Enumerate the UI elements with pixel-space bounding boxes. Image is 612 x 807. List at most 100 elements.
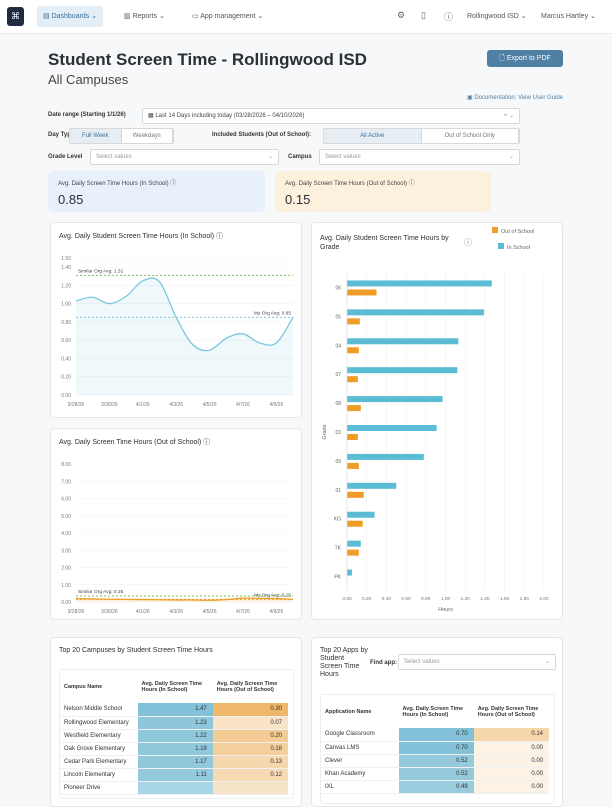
table-row[interactable]: Cedar Park Elementary 1.17 0.13 bbox=[60, 755, 288, 769]
info-icon[interactable]: ⓘ bbox=[170, 181, 177, 187]
y-tick-label: 03 bbox=[335, 430, 341, 436]
table-row[interactable]: IXL 0.49 0.00 bbox=[321, 780, 549, 794]
info-icon[interactable]: ⓘ bbox=[203, 439, 211, 446]
in-school-cell: 1.23 bbox=[137, 716, 213, 730]
day-type-weekdays[interactable]: Weekdays bbox=[122, 129, 173, 143]
y-tick-label: 2.00 bbox=[61, 566, 71, 572]
campus-select[interactable]: Select values ⌄ bbox=[319, 149, 520, 165]
info-icon[interactable]: ⓘ bbox=[216, 233, 224, 240]
in-school-cell: 0.52 bbox=[398, 767, 474, 781]
column-header[interactable]: Avg. Daily Screen Time Hours (In School) bbox=[141, 680, 203, 693]
bar-out-of-school bbox=[347, 520, 363, 527]
table-row[interactable]: Khan Academy 0.52 0.00 bbox=[321, 767, 549, 781]
page-title: Student Screen Time - Rollingwood ISD bbox=[48, 50, 367, 69]
help-icon[interactable]: ⓘ bbox=[444, 12, 454, 22]
out-of-school-cell: 0.20 bbox=[212, 729, 288, 743]
series-line bbox=[75, 597, 294, 601]
x-tick-label: 1.00 bbox=[441, 596, 451, 602]
x-tick-label: 4/7/26 bbox=[236, 609, 250, 615]
app-logo[interactable]: ⌘ bbox=[7, 7, 24, 26]
name-cell: Clever bbox=[321, 754, 399, 768]
info-icon[interactable]: ⓘ bbox=[408, 181, 415, 187]
documentation-link[interactable]: ▣ Documentation: View User Guide bbox=[467, 95, 563, 101]
top-apps-card: Top 20 Apps by Student Screen Time Hours… bbox=[311, 637, 563, 807]
y-tick-label: 07 bbox=[335, 372, 341, 378]
table-row[interactable]: Google Classroom 0.70 0.14 bbox=[321, 728, 549, 742]
calendar-icon: ▦ bbox=[148, 113, 154, 119]
grade-level-select[interactable]: Select values ⌄ bbox=[90, 149, 279, 165]
reference-label: My Org Avg: 0.15 bbox=[254, 592, 291, 598]
x-tick-label: 2.00 bbox=[539, 596, 549, 602]
x-tick-label: 4/9/26 bbox=[269, 402, 283, 408]
kpi-label: Avg. Daily Screen Time Hours (In School) bbox=[58, 181, 169, 187]
in-school-cell: 0.70 bbox=[398, 728, 474, 742]
y-tick-label: 5.00 bbox=[61, 514, 71, 520]
nav-dashboards[interactable]: ▤ Dashboards ⌄ bbox=[37, 6, 104, 27]
in-school-cell bbox=[137, 781, 213, 795]
y-tick-label: 1.00 bbox=[61, 302, 71, 308]
apps-title: Top 20 Apps by Student Screen Time Hours bbox=[320, 647, 368, 678]
table-row[interactable]: Rollingwood Elementary 1.23 0.07 bbox=[60, 716, 288, 730]
clear-chevron-icon[interactable]: × ⌄ bbox=[503, 113, 514, 119]
date-range-label: Date range (Starting 1/1/26) bbox=[48, 112, 126, 118]
column-header[interactable]: Avg. Daily Screen Time Hours (Out of Sch… bbox=[477, 705, 539, 718]
bar-out-of-school bbox=[347, 434, 358, 440]
x-tick-label: 3/30/26 bbox=[101, 609, 118, 615]
bar-in-school bbox=[347, 453, 424, 460]
table-row[interactable]: Clever 0.52 0.00 bbox=[321, 754, 549, 768]
find-app-select[interactable]: Select values ⌄ bbox=[398, 654, 556, 670]
name-cell: Cedar Park Elementary bbox=[60, 755, 138, 769]
table-row[interactable]: Lincoln Elementary 1.11 0.12 bbox=[60, 768, 288, 782]
name-cell: Khan Academy bbox=[321, 767, 399, 781]
table-row[interactable]: Oak Grove Elementary 1.19 0.18 bbox=[60, 742, 288, 756]
chart-title: Avg. Daily Screen Time Hours (Out of Sch… bbox=[59, 439, 211, 446]
name-cell: Nelson Middle School bbox=[60, 703, 138, 717]
table-row[interactable]: Westfield Elementary 1.22 0.20 bbox=[60, 729, 288, 743]
y-tick-label: 01 bbox=[335, 488, 341, 494]
x-tick-label: 1.60 bbox=[500, 596, 510, 602]
included-students-label: Included Students (Out of School): bbox=[212, 132, 311, 138]
campus-label: Campus bbox=[288, 154, 312, 160]
in-school-cell: 1.11 bbox=[137, 768, 213, 782]
y-tick-label: 0.60 bbox=[61, 338, 71, 344]
bar-out-of-school bbox=[347, 491, 364, 498]
y-tick-label: TK bbox=[335, 546, 342, 552]
bar-out-of-school bbox=[347, 318, 360, 325]
y-axis-label: Grade bbox=[322, 424, 328, 439]
kpi-in-school: Avg. Daily Screen Time Hours (In School)… bbox=[48, 171, 265, 212]
user-menu[interactable]: Marcus Hartley ⌄ bbox=[541, 13, 596, 20]
chevron-down-icon: ⌄ bbox=[508, 154, 514, 160]
table-row[interactable]: Nelson Middle School 1.47 0.30 bbox=[60, 703, 288, 717]
column-header[interactable]: Avg. Daily Screen Time Hours (Out of Sch… bbox=[216, 680, 278, 693]
table-row[interactable]: Canvas LMS 0.70 0.00 bbox=[321, 741, 549, 755]
day-type-full-week[interactable]: Full Week bbox=[70, 129, 122, 143]
included-all-active[interactable]: All Active bbox=[324, 129, 422, 143]
gear-icon[interactable]: ⚙ bbox=[397, 10, 406, 20]
table-row[interactable]: Pioneer Drive bbox=[60, 781, 288, 795]
area-fill bbox=[76, 278, 293, 395]
y-tick-label: 0.00 bbox=[61, 600, 71, 606]
nav-reports[interactable]: ▥ Reports ⌄ bbox=[124, 13, 165, 20]
y-tick-label: 0.40 bbox=[61, 356, 71, 362]
name-cell: Oak Grove Elementary bbox=[60, 742, 138, 756]
included-out-of-school-only[interactable]: Out of School Only bbox=[422, 129, 519, 143]
org-selector[interactable]: Rollingwood ISD ⌄ bbox=[467, 13, 527, 20]
series-line bbox=[75, 277, 294, 352]
info-icon[interactable]: ⓘ bbox=[464, 238, 472, 247]
in-school-line-chart: 0.00 0.20 0.40 0.60 0.80 1.00 1.20 1.40 1.50 3/28… bbox=[61, 256, 294, 408]
nav-app-management[interactable]: ▭ App management ⌄ bbox=[192, 13, 264, 20]
column-header[interactable]: Avg. Daily Screen Time Hours (In School) bbox=[402, 705, 464, 718]
x-tick-label: 0.40 bbox=[382, 596, 392, 602]
bar-out-of-school bbox=[347, 289, 377, 296]
book-icon[interactable]: ▯ bbox=[421, 10, 426, 20]
date-range-input[interactable]: ▦ Last 14 Days including today (03/28/20… bbox=[142, 108, 520, 124]
export-pdf-button[interactable]: 🗋 Export to PDF bbox=[487, 50, 563, 67]
column-header[interactable]: Campus Name bbox=[64, 683, 103, 690]
out-of-school-cell: 0.07 bbox=[212, 716, 288, 730]
x-tick-label: 0.20 bbox=[362, 596, 372, 602]
column-header[interactable]: Application Name bbox=[325, 708, 372, 715]
included-students-toggle: All Active Out of School Only bbox=[323, 128, 520, 144]
y-tick-label: 6.00 bbox=[61, 497, 71, 503]
bar-in-school bbox=[347, 338, 459, 345]
name-cell: Rollingwood Elementary bbox=[60, 716, 138, 730]
